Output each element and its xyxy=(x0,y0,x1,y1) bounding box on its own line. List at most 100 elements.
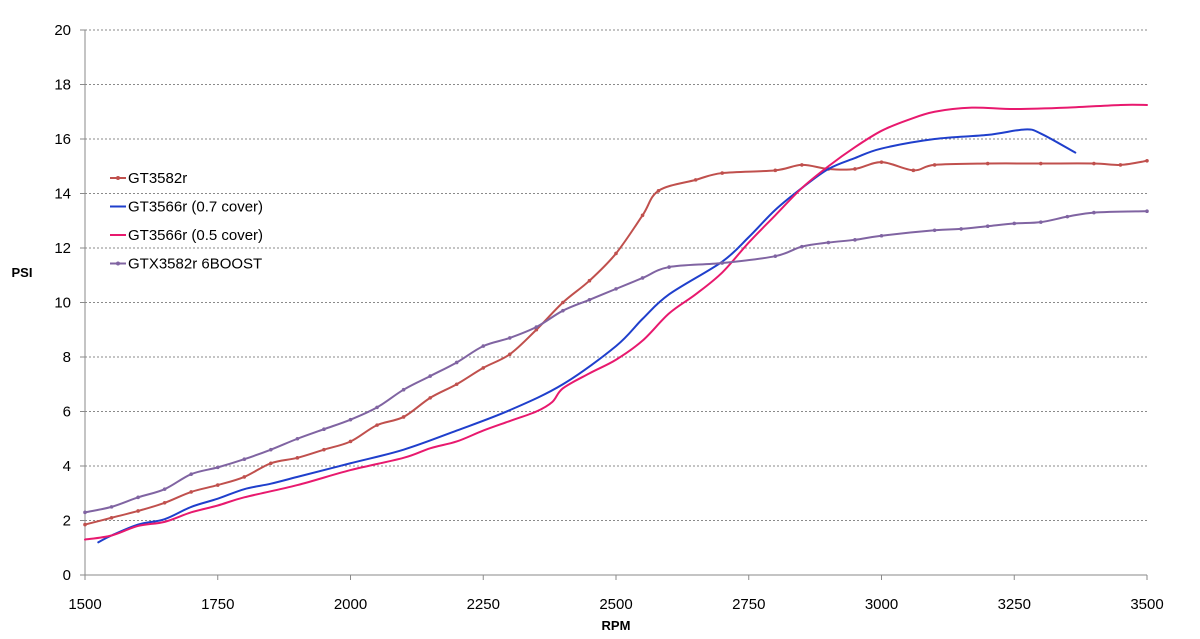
series-gt3582r xyxy=(83,159,1149,527)
data-point xyxy=(1118,163,1123,167)
data-point xyxy=(428,374,432,378)
data-point xyxy=(322,427,326,432)
y-tick-label: 6 xyxy=(63,404,71,421)
series-gt3566r-0-5-cover xyxy=(84,103,1148,541)
data-point xyxy=(614,251,618,256)
data-point xyxy=(189,472,193,476)
x-axis-title: RPM xyxy=(602,618,631,633)
data-point xyxy=(1065,214,1070,219)
legend-item-gt3566r-0-5-cover: GT3566r (0.5 cover) xyxy=(110,227,263,244)
data-point xyxy=(295,436,300,441)
data-point xyxy=(853,238,857,242)
y-tick-label: 2 xyxy=(63,513,71,530)
data-point xyxy=(640,213,645,218)
y-tick-labels: 0 2 4 6 8 10 12 14 16 18 20 xyxy=(54,22,71,584)
data-point xyxy=(773,168,778,173)
y-tick-label: 18 xyxy=(54,77,71,94)
x-tick-label: 3000 xyxy=(865,596,898,613)
legend-marker xyxy=(116,176,120,180)
data-point xyxy=(1039,161,1043,166)
data-point xyxy=(640,276,645,280)
data-point xyxy=(800,244,804,249)
data-point xyxy=(242,475,247,479)
data-point xyxy=(534,327,539,332)
data-point xyxy=(826,240,831,245)
gridlines xyxy=(85,29,1147,521)
x-tick-label: 1500 xyxy=(68,596,101,613)
data-point xyxy=(720,171,724,175)
data-point xyxy=(561,300,565,305)
data-point xyxy=(242,457,247,461)
axes xyxy=(80,29,1148,580)
data-point xyxy=(215,483,220,487)
y-tick-label: 12 xyxy=(54,240,71,257)
data-point xyxy=(587,278,592,283)
data-point xyxy=(375,423,379,427)
legend-label: GT3566r (0.7 cover) xyxy=(128,199,263,216)
data-point xyxy=(879,160,884,164)
data-point xyxy=(985,224,990,228)
y-tick-label: 0 xyxy=(63,567,71,584)
data-point xyxy=(911,168,916,173)
data-point xyxy=(561,308,565,313)
data-point xyxy=(1145,209,1149,214)
data-point xyxy=(932,228,937,233)
data-point xyxy=(693,178,698,182)
data-point xyxy=(1012,221,1017,226)
x-tick-labels: 1500 1750 2000 2250 2500 2750 3000 3250 3500 xyxy=(68,596,1163,613)
legend-item-gt3582r: GT3582r xyxy=(110,170,187,187)
x-tick-label: 3250 xyxy=(998,596,1031,613)
y-tick-label: 16 xyxy=(54,131,71,148)
data-point xyxy=(959,227,963,231)
data-point xyxy=(534,325,539,329)
data-point xyxy=(215,465,220,470)
data-point xyxy=(481,366,486,370)
data-point xyxy=(401,415,406,419)
series-line-gt3566r-0-5-cover xyxy=(84,103,1148,541)
data-point xyxy=(269,461,273,466)
data-point xyxy=(508,352,512,357)
y-tick-label: 14 xyxy=(54,186,71,203)
data-point xyxy=(83,522,87,527)
legend: GT3582r GT3566r (0.7 cover) GT3566r (0.5 c… xyxy=(110,170,263,273)
data-point xyxy=(109,505,114,509)
data-point xyxy=(348,439,353,444)
data-point xyxy=(454,360,459,365)
data-point xyxy=(375,405,379,410)
series-gtx3582r-6boost xyxy=(83,209,1149,515)
data-point xyxy=(348,417,353,422)
data-point xyxy=(136,495,140,500)
y-tick-label: 10 xyxy=(54,295,71,312)
legend-label: GT3566r (0.5 cover) xyxy=(128,227,263,244)
plot-area-series xyxy=(83,103,1149,544)
data-point xyxy=(800,163,804,167)
data-point xyxy=(508,336,512,340)
data-point xyxy=(428,396,432,400)
y-tick-label: 4 xyxy=(63,458,71,475)
data-point xyxy=(269,447,273,452)
legend-item-gt3566r-0-7-cover: GT3566r (0.7 cover) xyxy=(110,199,263,216)
data-point xyxy=(773,254,778,258)
y-tick-label: 8 xyxy=(63,349,71,366)
data-point xyxy=(83,510,87,515)
data-point xyxy=(162,487,167,491)
data-point xyxy=(481,344,486,348)
data-point xyxy=(1092,210,1096,215)
data-point xyxy=(879,233,884,238)
data-point xyxy=(1039,220,1043,224)
x-tick-label: 1750 xyxy=(201,596,234,613)
legend-item-gtx3582r-6boost: GTX3582r 6BOOST xyxy=(110,256,262,273)
data-point xyxy=(614,287,618,291)
legend-label: GTX3582r 6BOOST xyxy=(128,256,262,273)
series-gt3566r-0-7-cover xyxy=(97,128,1077,544)
data-point xyxy=(322,447,326,452)
data-point xyxy=(932,163,937,167)
data-point xyxy=(295,456,300,460)
data-point xyxy=(162,500,167,505)
data-point xyxy=(401,387,406,392)
x-tick-label: 2000 xyxy=(334,596,367,613)
data-point xyxy=(109,515,114,520)
data-point xyxy=(1145,159,1149,163)
y-tick-label: 20 xyxy=(54,22,71,39)
